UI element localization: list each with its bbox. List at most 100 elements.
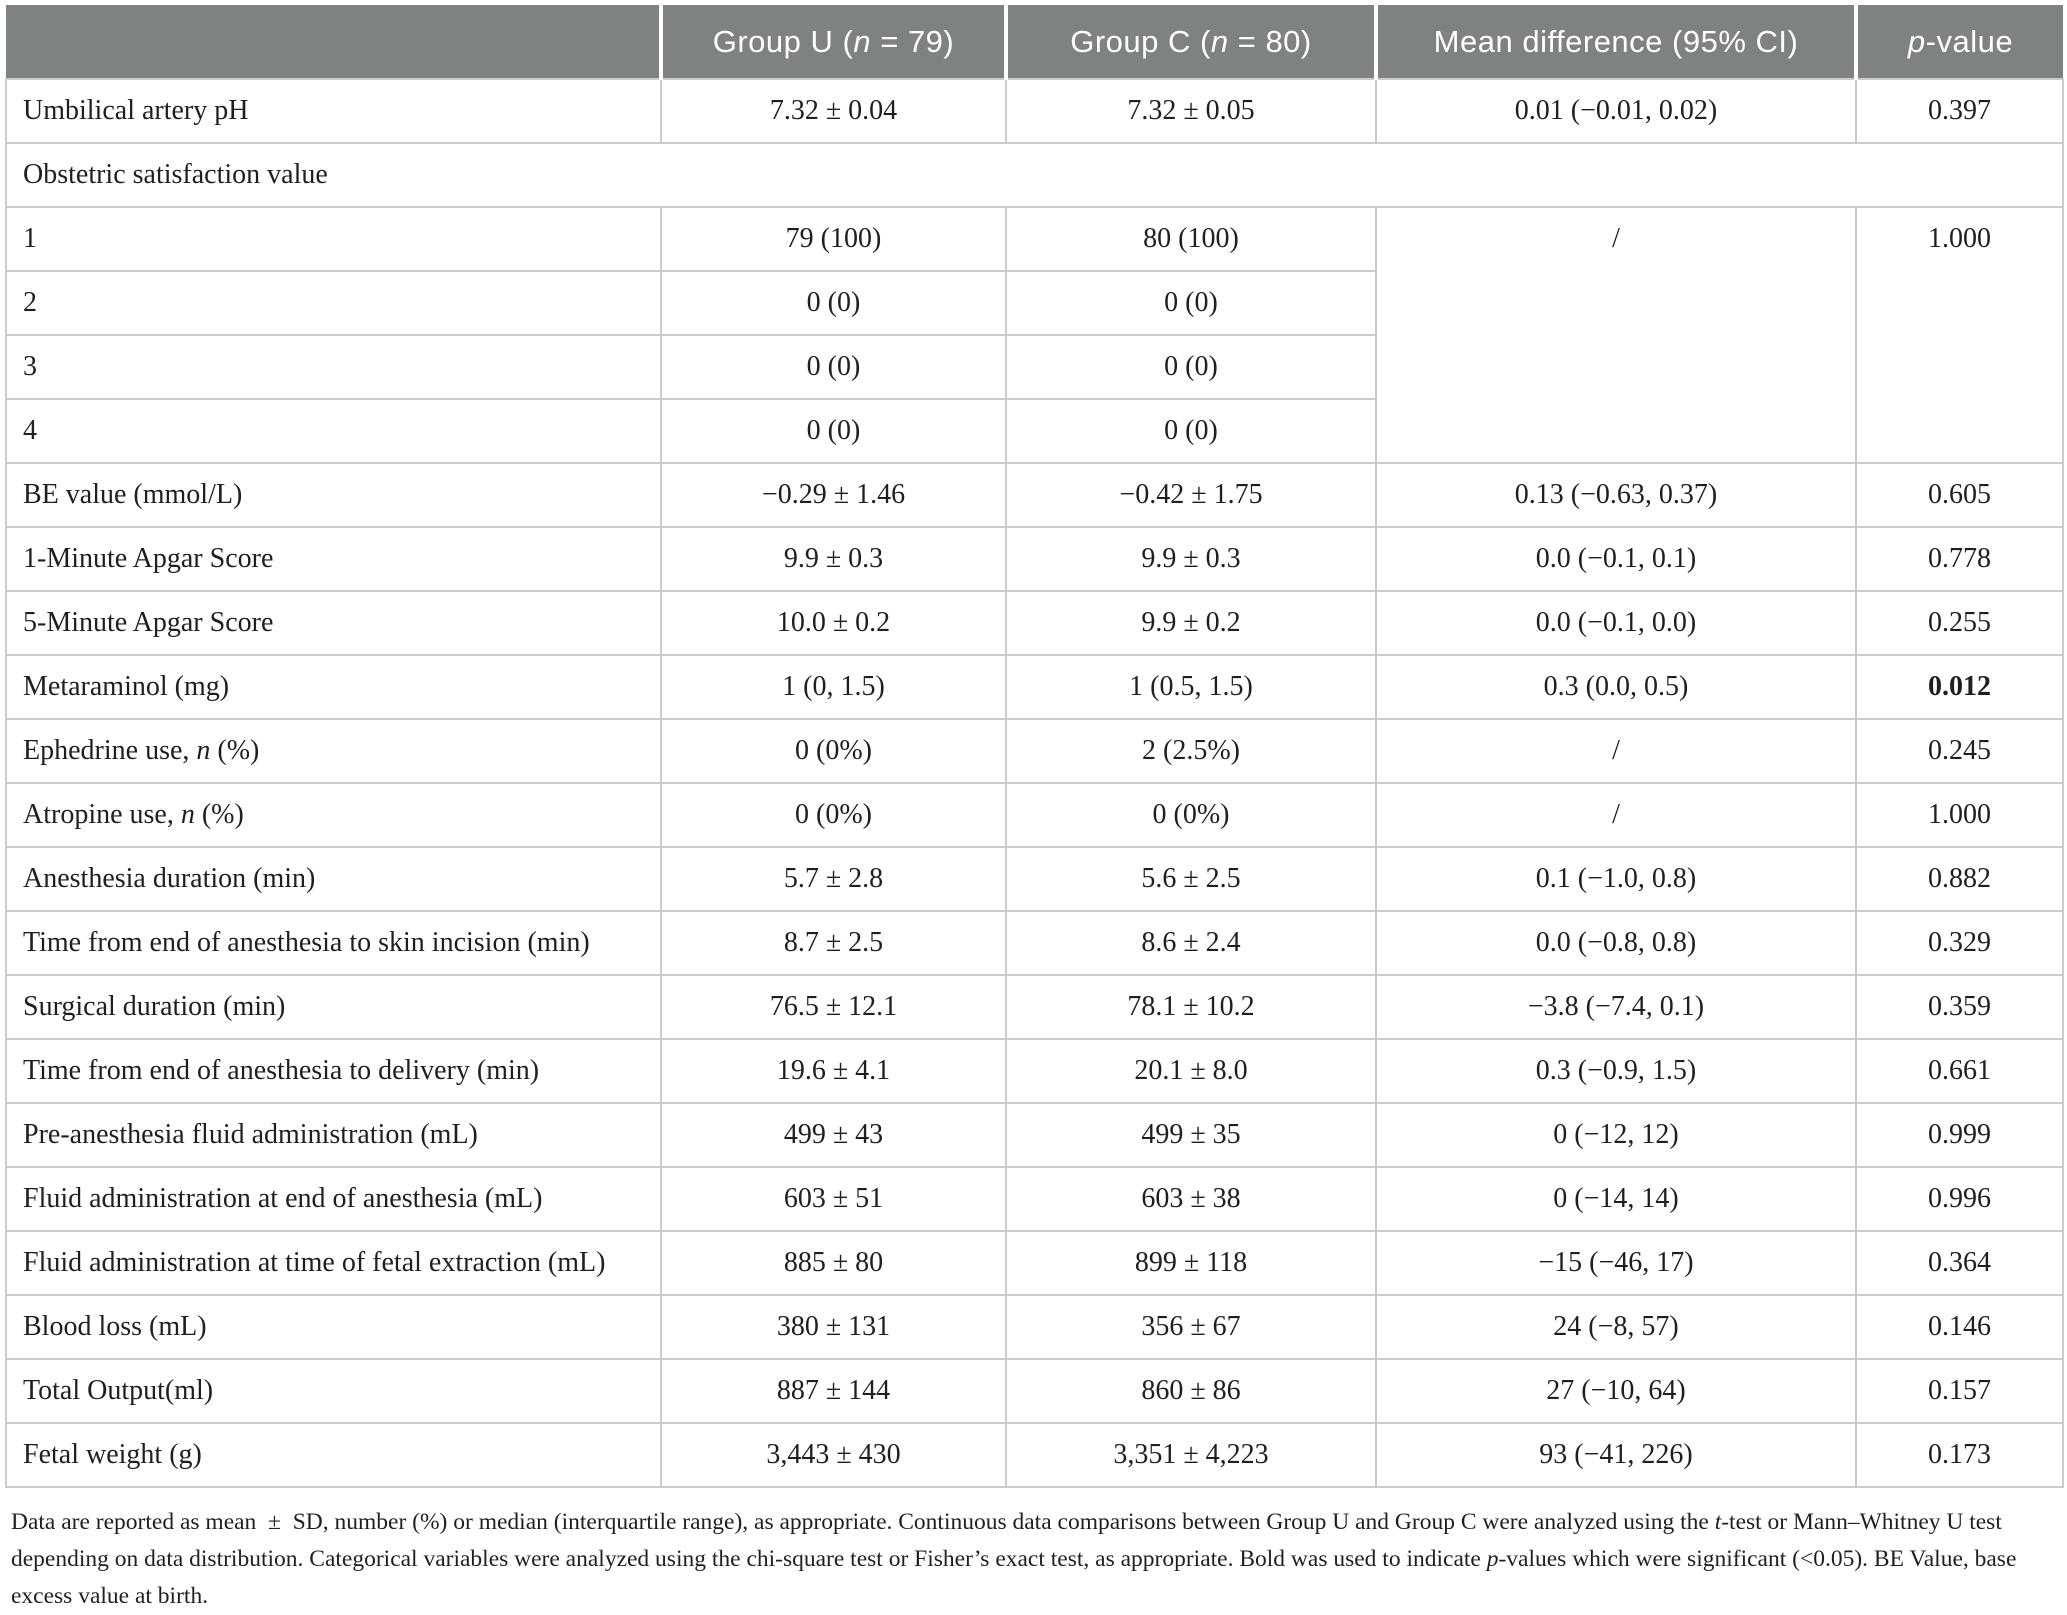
group-c-value-cell: 0 (0) [1005,270,1376,335]
mean-difference-cell: / [1375,718,1856,783]
group-u-value-cell: −0.29 ± 1.46 [660,462,1006,527]
table-row: Anesthesia duration (min) 5.7 ± 2.8 5.6 ± … [5,846,2064,911]
p-value-cell: 0.996 [1855,1166,2064,1231]
mean-difference-cell: 0.3 (0.0, 0.5) [1375,654,1856,719]
p-value-cell: 0.661 [1855,1038,2064,1103]
group-u-value-cell: 8.7 ± 2.5 [660,910,1006,975]
row-label-cell: Fetal weight (g) [5,1422,661,1487]
mean-difference-cell: 0.3 (−0.9, 1.5) [1375,1038,1856,1103]
table-row: Surgical duration (min) 76.5 ± 12.1 78.1 ±… [5,974,2064,1039]
row-label-cell: BE value (mmol/L) [5,462,661,527]
p-value-cell: 0.359 [1855,974,2064,1039]
group-u-value-cell: 885 ± 80 [660,1230,1006,1295]
p-value-cell: 1.000 [1855,206,2064,463]
row-label-cell: Pre-anesthesia fluid administration (mL) [5,1102,661,1167]
p-value-cell: 0.146 [1855,1294,2064,1359]
table-header: Group U (n = 79) Group C (n = 80) Mean d… [6,5,2063,79]
row-label-cell: Umbilical artery pH [5,78,661,143]
table-row: BE value (mmol/L) −0.29 ± 1.46 −0.42 ± 1.7… [5,462,2064,527]
p-value-cell: 0.882 [1855,846,2064,911]
group-c-value-cell: 3,351 ± 4,223 [1005,1422,1376,1487]
row-label-cell: Time from end of anesthesia to skin inci… [5,910,661,975]
p-value-cell: 0.999 [1855,1102,2064,1167]
section-label-cell: Obstetric satisfaction value [5,142,2064,207]
group-u-value-cell: 7.32 ± 0.04 [660,78,1006,143]
row-label-cell: 3 [5,334,661,399]
p-value-cell: 0.364 [1855,1230,2064,1295]
group-u-value-cell: 79 (100) [660,206,1006,271]
row-label-cell: 4 [5,398,661,463]
row-label-cell: Time from end of anesthesia to delivery … [5,1038,661,1103]
col-header-variable [6,5,661,79]
mean-difference-cell: −3.8 (−7.4, 0.1) [1375,974,1856,1039]
col-header-group-u: Group U (n = 79) [659,5,1006,79]
group-u-value-cell: 0 (0%) [660,782,1006,847]
mean-difference-cell: 0.13 (−0.63, 0.37) [1375,462,1856,527]
group-c-value-cell: 356 ± 67 [1005,1294,1376,1359]
mean-difference-cell: 0.0 (−0.8, 0.8) [1375,910,1856,975]
header-row: Group U (n = 79) Group C (n = 80) Mean d… [6,5,2063,79]
group-u-value-cell: 76.5 ± 12.1 [660,974,1006,1039]
mean-difference-cell: 27 (−10, 64) [1375,1358,1856,1423]
table-row: Ephedrine use, n (%) 0 (0%) 2 (2.5%)/0.245 [5,718,2064,783]
group-u-value-cell: 0 (0%) [660,718,1006,783]
group-u-value-cell: 0 (0) [660,398,1006,463]
table-row: Fluid administration at end of anesthesi… [5,1166,2064,1231]
group-c-value-cell: 7.32 ± 0.05 [1005,78,1376,143]
group-c-value-cell: 603 ± 38 [1005,1166,1376,1231]
table-row: 1 79 (100) 80 (100)/1.000 [5,206,2064,463]
mean-difference-cell: / [1375,782,1856,847]
col-header-mean-difference: Mean difference (95% CI) [1374,5,1856,79]
table-row: Time from end of anesthesia to skin inci… [5,910,2064,975]
group-c-value-cell: 1 (0.5, 1.5) [1005,654,1376,719]
group-c-value-cell: 9.9 ± 0.3 [1005,526,1376,591]
row-label-cell: Fluid administration at time of fetal ex… [5,1230,661,1295]
results-table: Group U (n = 79) Group C (n = 80) Mean d… [5,5,2064,1488]
mean-difference-cell: 0.0 (−0.1, 0.0) [1375,590,1856,655]
table-row: Total Output(ml) 887 ± 144 860 ± 86 27 (−10… [5,1358,2064,1423]
p-value-cell: 0.245 [1855,718,2064,783]
group-u-value-cell: 603 ± 51 [660,1166,1006,1231]
row-label-cell: Atropine use, n (%) [5,782,661,847]
group-u-value-cell: 887 ± 144 [660,1358,1006,1423]
p-value-cell: 0.012 [1855,654,2064,719]
row-label-cell: Ephedrine use, n (%) [5,718,661,783]
group-u-value-cell: 9.9 ± 0.3 [660,526,1006,591]
row-label-cell: Anesthesia duration (min) [5,846,661,911]
table-row: Time from end of anesthesia to delivery … [5,1038,2064,1103]
p-value-cell: 0.397 [1855,78,2064,143]
group-c-value-cell: 20.1 ± 8.0 [1005,1038,1376,1103]
table-row: 5-Minute Apgar Score 10.0 ± 0.2 9.9 ± 0.2 0… [5,590,2064,655]
table-row: Obstetric satisfaction value [5,142,2064,207]
mean-difference-cell: 0.01 (−0.01, 0.02) [1375,78,1856,143]
group-u-value-cell: 3,443 ± 430 [660,1422,1006,1487]
row-label-cell: Fluid administration at end of anesthesi… [5,1166,661,1231]
p-value-cell: 0.605 [1855,462,2064,527]
mean-difference-cell: / [1375,206,1856,463]
group-u-value-cell: 19.6 ± 4.1 [660,1038,1006,1103]
row-label-cell: Blood loss (mL) [5,1294,661,1359]
p-value-cell: 0.778 [1855,526,2064,591]
row-label-cell: 1-Minute Apgar Score [5,526,661,591]
table-row: Fluid administration at time of fetal ex… [5,1230,2064,1295]
mean-difference-cell: 24 (−8, 57) [1375,1294,1856,1359]
table-row: Fetal weight (g) 3,443 ± 430 3,351 ± 4,223… [5,1422,2064,1487]
group-c-value-cell: 2 (2.5%) [1005,718,1376,783]
group-c-value-cell: 80 (100) [1005,206,1376,271]
p-value-cell: 0.157 [1855,1358,2064,1423]
col-header-p-value: p-value [1854,5,2063,79]
group-c-value-cell: 0 (0%) [1005,782,1376,847]
table-row: Pre-anesthesia fluid administration (mL)… [5,1102,2064,1167]
row-label-cell: Surgical duration (min) [5,974,661,1039]
p-value-cell: 1.000 [1855,782,2064,847]
table-row: 1-Minute Apgar Score 9.9 ± 0.3 9.9 ± 0.3 0.… [5,526,2064,591]
group-c-value-cell: 9.9 ± 0.2 [1005,590,1376,655]
group-u-value-cell: 0 (0) [660,334,1006,399]
group-u-value-cell: 10.0 ± 0.2 [660,590,1006,655]
row-label-cell: Total Output(ml) [5,1358,661,1423]
mean-difference-cell: 93 (−41, 226) [1375,1422,1856,1487]
